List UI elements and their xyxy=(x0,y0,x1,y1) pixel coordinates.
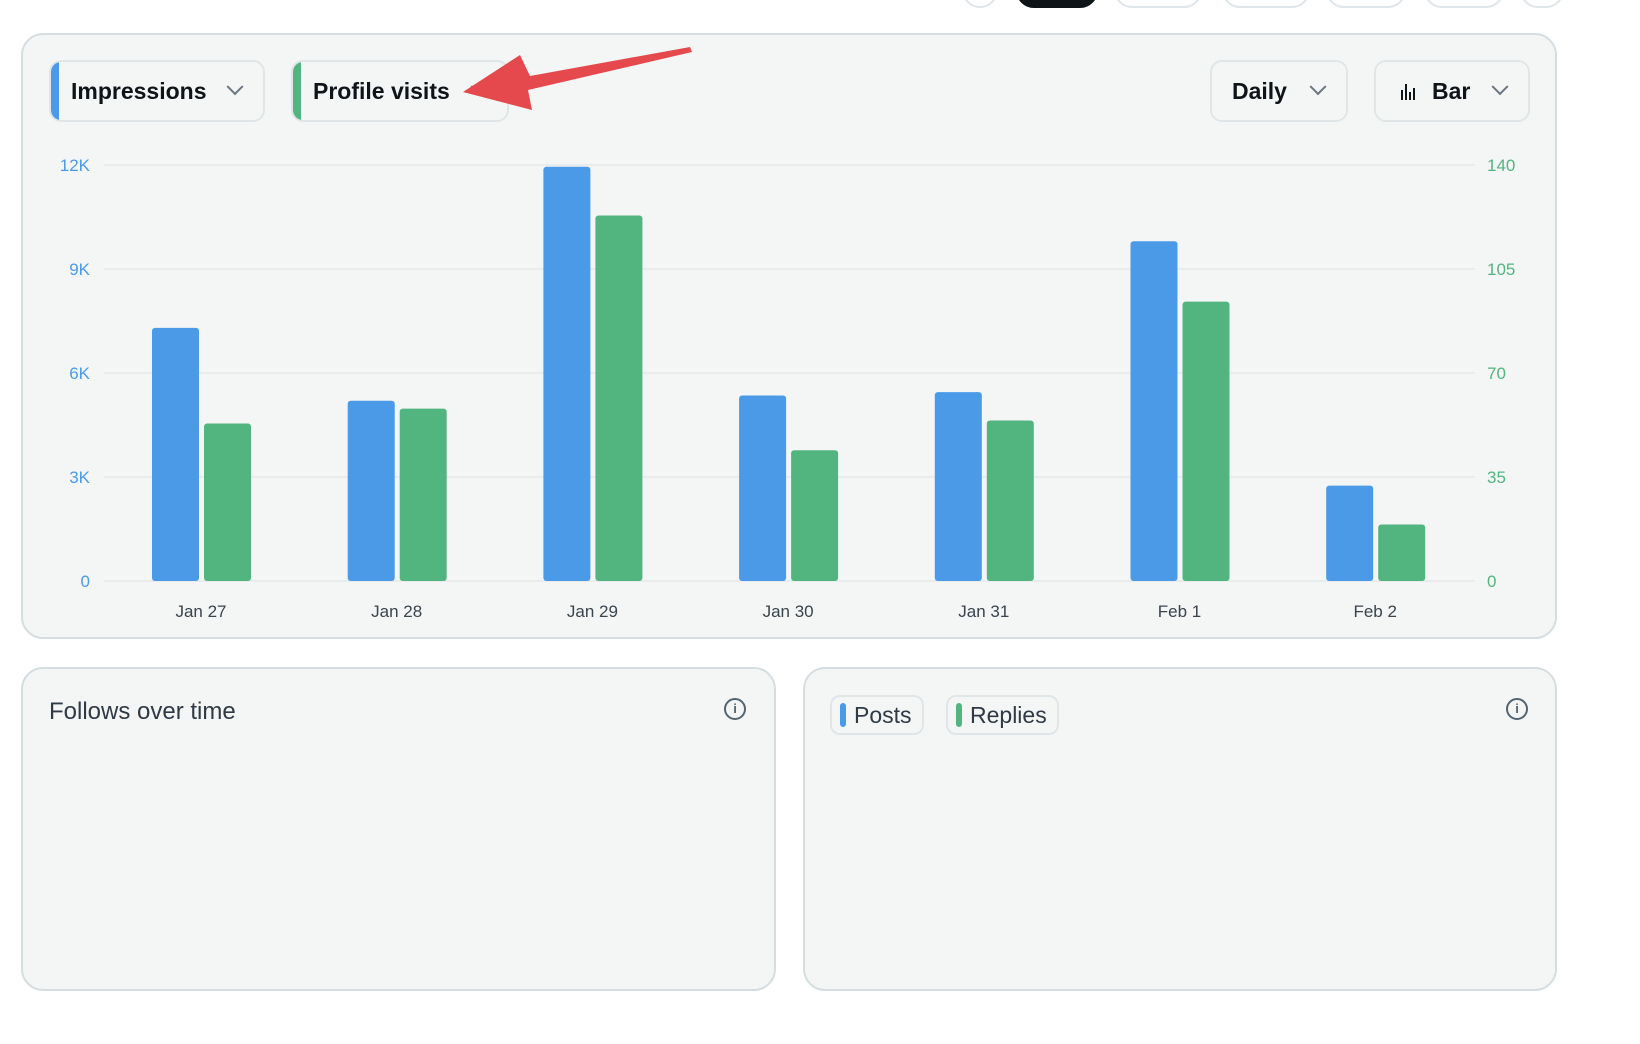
y-tick-label: 0 xyxy=(81,572,90,591)
interval-label: Daily xyxy=(1232,77,1287,104)
impressions-bar xyxy=(152,327,199,581)
x-tick-label: Jan 31 xyxy=(958,602,1009,621)
chart-type-label: Bar xyxy=(1432,77,1471,104)
impressions-bar xyxy=(347,400,395,581)
impressions-bar xyxy=(543,166,591,581)
profile-visits-bar xyxy=(595,215,643,581)
info-icon[interactable]: i xyxy=(1506,698,1528,720)
y-tick-label: 6K xyxy=(69,364,90,383)
replies-marker xyxy=(956,703,962,727)
main-chart-card xyxy=(21,33,1557,639)
legend-posts[interactable]: Posts xyxy=(830,695,924,735)
y-tick-label: 12K xyxy=(60,156,91,175)
profile-visits-bar xyxy=(791,450,839,581)
activity-card xyxy=(803,667,1557,991)
primary-metric-label: Impressions xyxy=(71,77,207,104)
y2-tick-label: 140 xyxy=(1487,156,1515,175)
legend-replies-label: Replies xyxy=(970,701,1047,728)
profile-visits-bar xyxy=(1182,301,1230,581)
impressions-bar xyxy=(1326,485,1374,581)
profile-visits-bar xyxy=(1378,524,1426,581)
follows-title: Follows over time xyxy=(49,698,236,725)
x-tick-label: Jan 27 xyxy=(175,602,226,621)
impressions-bar xyxy=(934,392,982,581)
profile-visits-bar xyxy=(986,420,1034,581)
legend-replies[interactable]: Replies xyxy=(946,695,1059,735)
y2-tick-label: 35 xyxy=(1487,468,1506,487)
impressions-bar xyxy=(739,395,787,581)
profile-visits-bar xyxy=(204,423,251,581)
y2-tick-label: 70 xyxy=(1487,364,1506,383)
interval-select[interactable]: Daily xyxy=(1210,60,1348,122)
chart-type-select[interactable]: Bar xyxy=(1374,60,1530,122)
y-tick-label: 9K xyxy=(69,260,90,279)
x-tick-label: Feb 1 xyxy=(1158,602,1201,621)
profile-visits-color-marker xyxy=(293,62,301,120)
x-tick-label: Jan 30 xyxy=(763,602,814,621)
impressions-bar xyxy=(1130,241,1178,581)
profile-visits-bar xyxy=(399,408,447,581)
secondary-metric-label: Profile visits xyxy=(313,77,450,104)
x-tick-label: Jan 28 xyxy=(371,602,422,621)
posts-marker xyxy=(840,703,846,727)
x-tick-label: Feb 2 xyxy=(1353,602,1396,621)
follows-card xyxy=(21,667,776,991)
y2-tick-label: 105 xyxy=(1487,260,1515,279)
primary-metric-select[interactable]: Impressions xyxy=(49,60,265,122)
info-icon[interactable]: i xyxy=(724,698,746,720)
impressions-color-marker xyxy=(51,62,59,120)
bar-chart-icon xyxy=(1401,84,1415,100)
x-tick-label: Jan 29 xyxy=(567,602,618,621)
legend-posts-label: Posts xyxy=(854,701,912,728)
y2-tick-label: 0 xyxy=(1487,572,1496,591)
y-tick-label: 3K xyxy=(69,468,90,487)
